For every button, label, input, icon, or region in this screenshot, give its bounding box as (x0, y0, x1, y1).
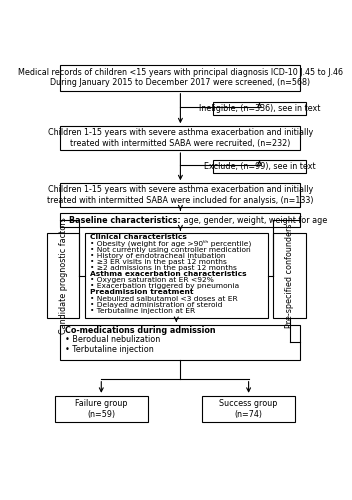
Text: Failure group
(n=59): Failure group (n=59) (75, 399, 127, 418)
Text: • ≥2 admissions in the past 12 months: • ≥2 admissions in the past 12 months (90, 265, 237, 271)
FancyBboxPatch shape (213, 102, 306, 116)
Text: Candidate prognostic factors: Candidate prognostic factors (58, 217, 68, 334)
FancyBboxPatch shape (47, 233, 80, 318)
Text: Asthma exacerbation characteristics: Asthma exacerbation characteristics (90, 271, 246, 277)
FancyBboxPatch shape (273, 233, 306, 318)
Text: • Obesity (weight for age >90ᵗʰ percentile): • Obesity (weight for age >90ᵗʰ percenti… (90, 240, 251, 247)
Text: Success group
(n=74): Success group (n=74) (219, 399, 278, 418)
Text: • Terbutaline injection: • Terbutaline injection (65, 345, 154, 354)
Text: Co-medications during admission: Co-medications during admission (65, 326, 216, 334)
Text: • Berodual nebulization: • Berodual nebulization (65, 336, 161, 344)
Text: Clinical characteristics: Clinical characteristics (90, 234, 187, 240)
Text: Children 1-15 years with severe asthma exacerbation and initially
treated with i: Children 1-15 years with severe asthma e… (48, 128, 313, 148)
Text: Pre-specified confounders: Pre-specified confounders (285, 224, 294, 328)
FancyBboxPatch shape (61, 64, 301, 91)
FancyBboxPatch shape (61, 213, 301, 227)
Text: Ineligible, (n=336), see in text: Ineligible, (n=336), see in text (199, 104, 320, 114)
Text: • Oxygen saturation at ER <92%: • Oxygen saturation at ER <92% (90, 277, 214, 283)
FancyBboxPatch shape (85, 233, 268, 318)
Text: • Terbutaline injection at ER: • Terbutaline injection at ER (90, 308, 195, 314)
FancyBboxPatch shape (61, 126, 301, 150)
FancyBboxPatch shape (213, 160, 306, 173)
Text: • Exacerbation triggered by pneumonia: • Exacerbation triggered by pneumonia (90, 284, 239, 290)
Text: Exclude, (n=99), see in text: Exclude, (n=99), see in text (204, 162, 315, 171)
Text: Baseline characteristics:: Baseline characteristics: (69, 216, 181, 224)
Text: • Delayed administration of steroid: • Delayed administration of steroid (90, 302, 222, 308)
FancyBboxPatch shape (61, 325, 301, 360)
Text: Preadmission treatment: Preadmission treatment (90, 290, 193, 296)
Text: Medical records of children <15 years with principal diagnosis ICD-10 J.45 to J.: Medical records of children <15 years wi… (18, 68, 343, 87)
FancyBboxPatch shape (202, 396, 295, 422)
Text: Children 1-15 years with severe asthma exacerbation and initially
treated with i: Children 1-15 years with severe asthma e… (47, 186, 314, 205)
Text: • ≥3 ER visits in the past 12 months: • ≥3 ER visits in the past 12 months (90, 259, 227, 265)
Text: • Not currently using controller medication: • Not currently using controller medicat… (90, 246, 251, 252)
Text: • Nebulized salbutamol <3 doses at ER: • Nebulized salbutamol <3 doses at ER (90, 296, 238, 302)
FancyBboxPatch shape (61, 183, 301, 207)
Text: • History of endotracheal intubation: • History of endotracheal intubation (90, 252, 225, 258)
Text: age, gender, weight, weight for age: age, gender, weight, weight for age (181, 216, 327, 224)
FancyBboxPatch shape (55, 396, 148, 422)
